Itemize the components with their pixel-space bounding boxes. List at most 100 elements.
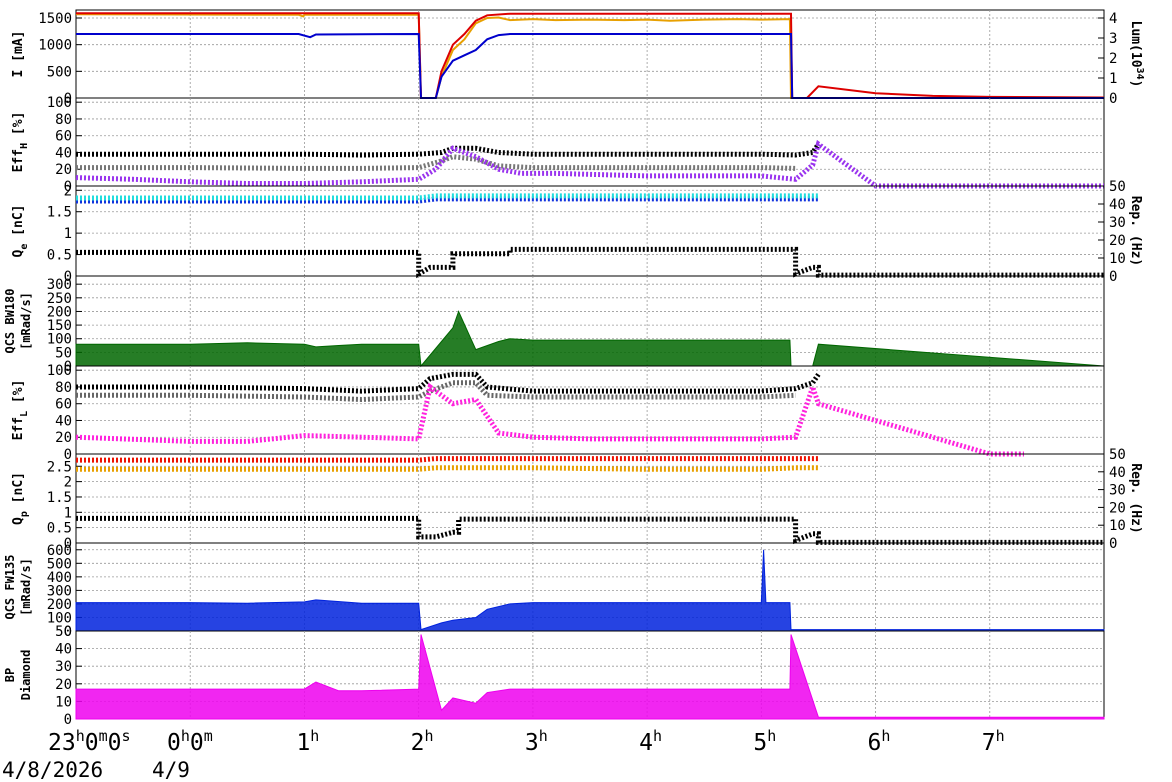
series-points-1: [76, 456, 819, 463]
series-points-3: [75, 379, 1024, 457]
y-tick-label: 600: [47, 543, 72, 559]
y-tick-label: 0: [64, 179, 72, 195]
y-tick-label: 500: [47, 556, 72, 572]
y2-tick-label: 4: [1109, 11, 1117, 27]
series-line-2: [76, 12, 1105, 99]
y-tick-label: 200: [47, 597, 72, 613]
y2-axis-label: Rep. (Hz): [1128, 463, 1143, 533]
y-tick-label: 200: [47, 304, 72, 320]
y-tick-label: 1500: [38, 11, 72, 27]
panel-1: 1500 1000 500 0 I [mA] 4 3 2 1 0 Lum(1034): [11, 9, 1145, 107]
series-area-1: [75, 634, 1105, 720]
series-points-2: [76, 380, 796, 403]
y-tick-label: 2: [64, 475, 72, 491]
y2-tick-label: 1: [1109, 71, 1117, 87]
y-tick-label: 500: [47, 64, 72, 80]
x-tick-label-hour: 1h: [296, 727, 319, 756]
x-date-next: 4/9: [152, 758, 190, 782]
series-line-3: [76, 32, 1104, 99]
series-points-3: [75, 139, 1104, 189]
y-axis-label: I [mA]: [11, 31, 26, 78]
y2-tick-label: 50: [1109, 179, 1126, 195]
y-axis-label-line2: [mRad/s]: [19, 292, 33, 350]
panel-frame: [75, 9, 1105, 99]
y-axis-label: BP: [3, 668, 17, 682]
series-points-1: [76, 371, 821, 394]
y-tick-label: 0: [64, 91, 72, 107]
y2-tick-label: 20: [1109, 233, 1126, 249]
panel-frame: [75, 185, 1105, 277]
y2-tick-label: 0: [1109, 536, 1117, 552]
panel-frame: [75, 453, 1105, 544]
y-axis-label: QCS FW135: [3, 554, 17, 619]
y-tick-label: 150: [47, 318, 72, 334]
y-tick-label: 50: [55, 345, 72, 361]
y-tick-label: 0.5: [47, 521, 72, 537]
y2-axis-label: Lum(1034): [1128, 21, 1145, 88]
y-axis-label: Qp [nC]: [11, 472, 30, 525]
y-tick-label: 300: [47, 583, 72, 599]
series-points-2: [76, 193, 819, 201]
series-line-1: [75, 13, 1104, 99]
y2-tick-label: 10: [1109, 251, 1126, 267]
x-tick-label-hour: 4h: [639, 727, 662, 756]
y-tick-label: 0: [64, 712, 72, 728]
x-tick-label-start: 23h0m0s: [48, 727, 131, 756]
y-tick-label: 20: [55, 430, 72, 446]
y2-tick-label: 0: [1109, 91, 1117, 107]
series-points-2: [76, 465, 819, 472]
y2-tick-label: 0: [1109, 269, 1117, 285]
y-tick-label: 40: [55, 642, 72, 658]
y-axis-label-line2: Diamond: [19, 650, 33, 701]
y-tick-label: 1.5: [47, 205, 72, 221]
x-tick-label-hour: 6h: [868, 727, 891, 756]
series-points-2: [76, 154, 796, 171]
y-tick-label: 0: [64, 536, 72, 552]
y-tick-label: 50: [55, 624, 72, 640]
y-axis-label: EffH [%]: [11, 112, 30, 173]
y2-tick-label: 20: [1109, 500, 1126, 516]
time-axis: 23h0m0s 0h0m 4/8/2026 4/9 1h 2h 3h 4h 5h 6h 7h: [2, 727, 1005, 782]
y-tick-label: 80: [55, 112, 72, 128]
y-tick-label: 10: [55, 694, 72, 710]
x-tick-label-hour: 7h: [982, 727, 1005, 756]
y2-tick-label: 2: [1109, 51, 1117, 67]
y-tick-label: 100: [47, 610, 72, 626]
y-tick-label: 0.5: [47, 248, 72, 264]
y-tick-label: 250: [47, 291, 72, 307]
y-tick-label: 40: [55, 145, 72, 161]
y2-tick-label: 3: [1109, 31, 1117, 47]
y-tick-label: 1000: [38, 38, 72, 54]
y-tick-label: 100: [47, 95, 72, 111]
y-tick-label: 60: [55, 397, 72, 413]
y-tick-label: 100: [47, 363, 72, 379]
x-date-start: 4/8/2026: [2, 758, 103, 782]
y2-tick-label: 40: [1109, 197, 1126, 213]
panel-frame: [75, 97, 1105, 187]
y-tick-label: 40: [55, 413, 72, 429]
y-tick-label: 2.5: [47, 459, 72, 475]
y-axis-label-line2: [mRad/s]: [19, 558, 33, 616]
y-tick-label: 0: [64, 624, 72, 640]
y-tick-label: 20: [55, 677, 72, 693]
y2-tick-label: 30: [1109, 215, 1126, 231]
y-tick-label: 1.5: [47, 490, 72, 506]
y-tick-label: 60: [55, 129, 72, 145]
y-axis-label: QCS BW180: [3, 288, 17, 353]
y-tick-label: 80: [55, 380, 72, 396]
y2-tick-label: 30: [1109, 483, 1126, 499]
y-tick-label: 0: [64, 269, 72, 285]
y2-tick-label: 10: [1109, 518, 1126, 534]
y2-tick-label: 40: [1109, 465, 1126, 481]
y-tick-label: 0: [64, 359, 72, 375]
y-tick-label: 1: [64, 505, 72, 521]
y-tick-label: 400: [47, 570, 72, 586]
y-axis-label: EffL [%]: [11, 380, 30, 441]
